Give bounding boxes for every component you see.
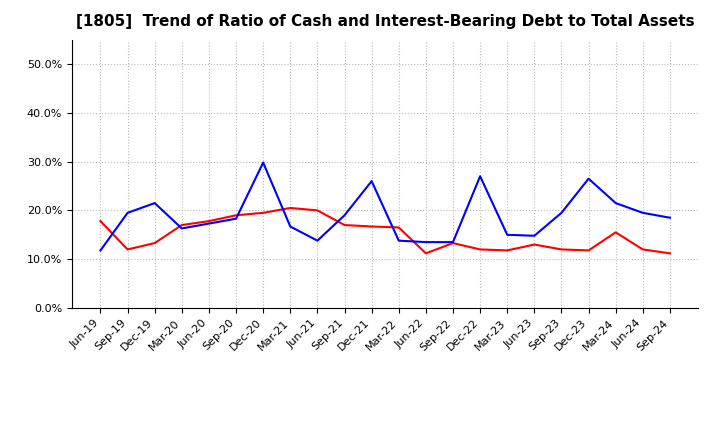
Cash: [232, 213, 240, 218]
Interest-Bearing Debt: [313, 238, 322, 243]
Cash: [150, 240, 159, 246]
Cash: [639, 247, 647, 252]
Cash: [178, 222, 186, 227]
Interest-Bearing Debt: [665, 215, 674, 220]
Cash: [611, 230, 620, 235]
Cash: [449, 240, 457, 246]
Interest-Bearing Debt: [639, 210, 647, 216]
Cash: [204, 219, 213, 224]
Cash: [557, 247, 566, 252]
Cash: [313, 208, 322, 213]
Cash: [123, 247, 132, 252]
Cash: [367, 224, 376, 229]
Cash: [395, 225, 403, 230]
Interest-Bearing Debt: [584, 176, 593, 181]
Interest-Bearing Debt: [150, 201, 159, 206]
Cash: [96, 219, 105, 224]
Interest-Bearing Debt: [611, 201, 620, 206]
Interest-Bearing Debt: [367, 179, 376, 184]
Line: Cash: Cash: [101, 208, 670, 253]
Interest-Bearing Debt: [232, 216, 240, 221]
Interest-Bearing Debt: [341, 213, 349, 218]
Cash: [503, 248, 511, 253]
Cash: [665, 251, 674, 256]
Interest-Bearing Debt: [503, 232, 511, 238]
Interest-Bearing Debt: [530, 233, 539, 238]
Interest-Bearing Debt: [259, 160, 268, 165]
Line: Interest-Bearing Debt: Interest-Bearing Debt: [101, 162, 670, 250]
Interest-Bearing Debt: [286, 224, 294, 229]
Cash: [584, 248, 593, 253]
Interest-Bearing Debt: [96, 248, 105, 253]
Interest-Bearing Debt: [204, 221, 213, 226]
Cash: [286, 205, 294, 211]
Cash: [259, 210, 268, 216]
Title: [1805]  Trend of Ratio of Cash and Interest-Bearing Debt to Total Assets: [1805] Trend of Ratio of Cash and Intere…: [76, 14, 695, 29]
Interest-Bearing Debt: [178, 226, 186, 231]
Interest-Bearing Debt: [557, 210, 566, 216]
Cash: [476, 247, 485, 252]
Interest-Bearing Debt: [449, 239, 457, 245]
Cash: [530, 242, 539, 247]
Interest-Bearing Debt: [395, 238, 403, 243]
Cash: [341, 222, 349, 227]
Cash: [421, 251, 430, 256]
Interest-Bearing Debt: [476, 174, 485, 179]
Interest-Bearing Debt: [123, 210, 132, 216]
Interest-Bearing Debt: [421, 239, 430, 245]
